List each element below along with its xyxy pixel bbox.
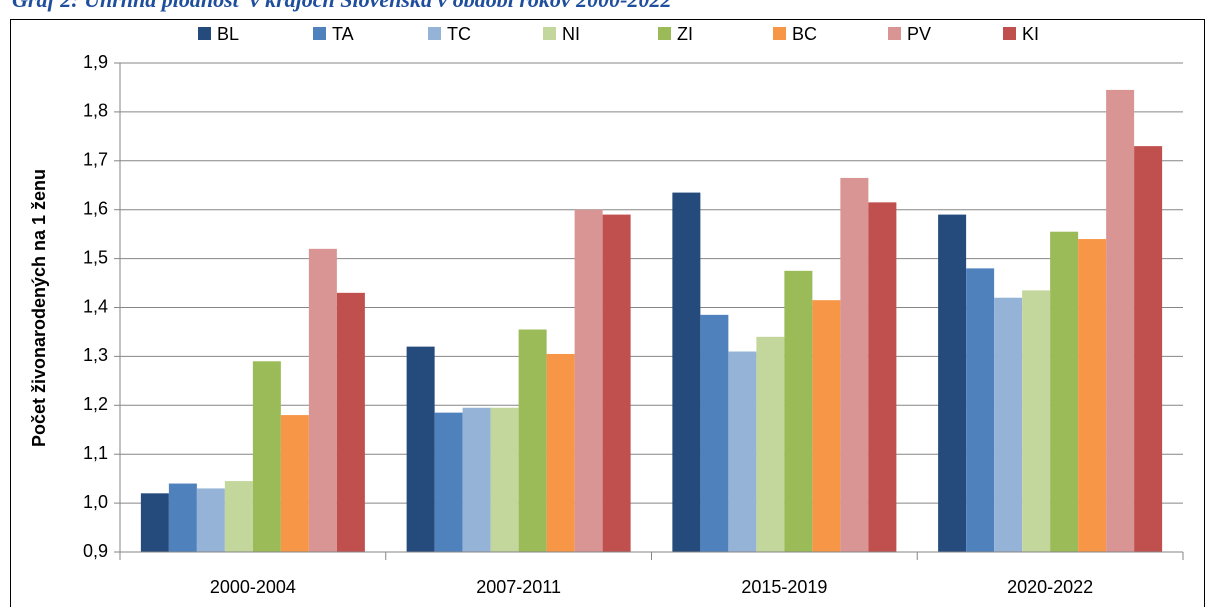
bar	[518, 329, 547, 552]
bar	[308, 248, 337, 552]
bar	[462, 407, 491, 552]
y-tick-label: 1,0	[83, 492, 108, 512]
legend-swatch	[658, 27, 671, 40]
bar	[602, 214, 631, 552]
bar	[812, 300, 841, 552]
x-tick-label: 2015-2019	[741, 577, 827, 597]
legend-swatch	[1003, 27, 1016, 40]
bar	[1050, 231, 1079, 552]
legend-swatch	[888, 27, 901, 40]
bar	[728, 351, 757, 552]
x-tick-label: 2007-2011	[476, 577, 561, 597]
y-tick-label: 1,4	[83, 296, 108, 316]
x-tick-label: 2020-2022	[1007, 577, 1093, 597]
y-tick-label: 1,6	[83, 198, 108, 218]
bar	[546, 353, 575, 552]
legend-label: BC	[792, 24, 817, 44]
bar	[336, 292, 365, 552]
bar	[994, 297, 1023, 552]
legend-swatch	[543, 27, 556, 40]
y-tick-label: 1,9	[83, 52, 108, 72]
legend-label: NI	[562, 24, 580, 44]
bar	[756, 336, 785, 552]
legend-label: BL	[217, 24, 239, 44]
bar	[868, 202, 897, 553]
legend-label: KI	[1022, 24, 1039, 44]
chart-frame	[10, 19, 1205, 607]
y-tick-label: 0,9	[83, 541, 108, 561]
y-tick-label: 1,5	[83, 247, 108, 267]
bar	[1106, 89, 1135, 553]
bar	[224, 481, 253, 552]
bar	[140, 493, 169, 552]
bar	[700, 314, 729, 552]
bar	[1078, 239, 1107, 553]
bar	[1134, 146, 1163, 552]
x-tick-label: 2000-2004	[210, 577, 296, 597]
legend-swatch	[428, 27, 441, 40]
legend-swatch	[198, 27, 211, 40]
legend-swatch	[313, 27, 326, 40]
bar	[252, 361, 281, 552]
legend-label: ZI	[677, 24, 693, 44]
legend-label: TA	[332, 24, 354, 44]
bar	[406, 346, 435, 552]
y-axis-label: Počet živonarodených na 1 ženu	[29, 169, 49, 447]
bar	[966, 268, 995, 552]
bar	[840, 177, 869, 553]
bar	[434, 412, 463, 552]
y-tick-label: 1,8	[83, 101, 108, 121]
bar	[784, 270, 813, 552]
bar	[672, 192, 701, 552]
bar	[168, 483, 197, 552]
bar	[938, 214, 967, 552]
chart-title: Graf 2: Úhrnná plodnosť v krajoch Sloven…	[12, 0, 672, 12]
bar	[490, 407, 519, 552]
y-tick-label: 1,3	[83, 345, 108, 365]
bar	[1022, 290, 1051, 552]
y-tick-label: 1,1	[83, 443, 108, 463]
legend-swatch	[773, 27, 786, 40]
legend-label: PV	[907, 24, 931, 44]
bar	[196, 488, 225, 552]
legend-label: TC	[447, 24, 471, 44]
bar	[280, 415, 309, 552]
bar	[574, 209, 603, 552]
y-tick-label: 1,2	[83, 394, 108, 414]
y-tick-label: 1,7	[83, 150, 108, 170]
